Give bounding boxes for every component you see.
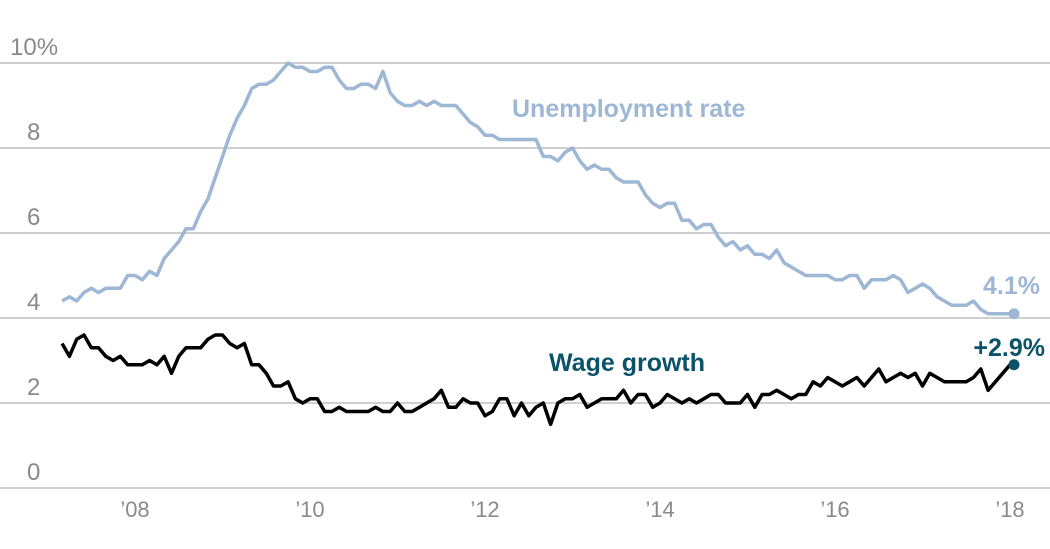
- unemployment-end-dot: [1008, 308, 1020, 320]
- y-axis-ticks: 0 2 4 6 8 10%: [10, 34, 58, 486]
- y-tick-label: 0: [27, 459, 40, 486]
- wage-series-label: Wage growth: [549, 349, 705, 377]
- unemployment-end-label: 4.1%: [983, 272, 1040, 300]
- x-axis-ticks: ’08 ’10 ’12 ’14 ’16 ’18: [120, 497, 1024, 522]
- x-tick-label: ’16: [820, 497, 849, 522]
- y-tick-label: 8: [27, 119, 40, 146]
- wage-end-dot: [1008, 359, 1020, 371]
- gridlines: [0, 62, 1050, 489]
- wage-end-label: +2.9%: [973, 334, 1045, 362]
- wage-growth-line: [60, 333, 1012, 427]
- x-tick-label: ’18: [995, 497, 1024, 522]
- y-tick-label: 4: [27, 289, 40, 316]
- unemployment-series-label: Unemployment rate: [512, 95, 745, 123]
- y-tick-label: 10%: [10, 34, 58, 61]
- x-tick-label: ’10: [295, 497, 324, 522]
- unemployment-rate-line: [61, 61, 1010, 316]
- y-tick-label: 6: [27, 204, 40, 231]
- series-lines: [60, 61, 1020, 427]
- x-tick-label: ’12: [470, 497, 499, 522]
- x-tick-label: ’14: [645, 497, 674, 522]
- x-tick-label: ’08: [120, 497, 149, 522]
- y-tick-label: 2: [27, 374, 40, 401]
